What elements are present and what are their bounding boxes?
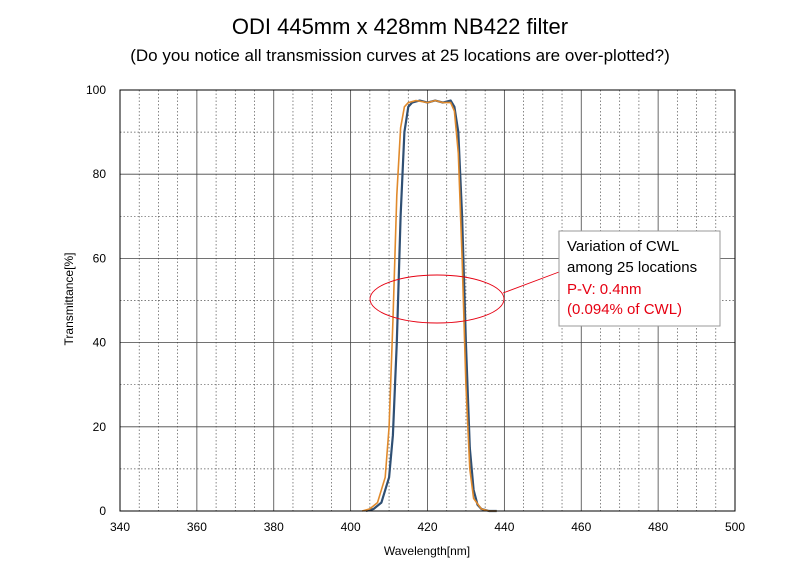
annotation-leader <box>502 271 560 294</box>
plot-frame <box>119 89 736 512</box>
x-tick-label: 400 <box>341 520 361 534</box>
annotation-line-2: among 25 locations <box>567 259 697 276</box>
annotation-line-3: P-V: 0.4nm <box>567 281 641 298</box>
y-tick-label: 20 <box>93 420 107 434</box>
series-line-2 <box>361 99 497 512</box>
y-axis-label: Transmittance[%] <box>62 253 76 346</box>
x-tick-label: 380 <box>264 520 284 534</box>
highlight-ellipse <box>369 274 505 324</box>
x-tick-label: 360 <box>187 520 207 534</box>
y-tick-labels: 0 20 40 60 80 100 <box>86 83 106 518</box>
x-tick-label: 480 <box>648 520 668 534</box>
x-axis-label: Wavelength[nm] <box>384 544 470 558</box>
series-group <box>361 99 497 513</box>
annotation-box <box>558 230 721 327</box>
x-tick-label: 500 <box>725 520 745 534</box>
x-tick-label: 460 <box>571 520 591 534</box>
y-tick-label: 40 <box>93 336 107 350</box>
x-tick-label: 420 <box>417 520 437 534</box>
series-line-1 <box>365 99 497 513</box>
y-tick-label: 60 <box>93 251 107 265</box>
chart-subtitle: (Do you notice all transmission curves a… <box>130 46 670 65</box>
x-tick-label: 440 <box>494 520 514 534</box>
y-tick-label: 100 <box>86 83 106 97</box>
grid <box>120 90 735 511</box>
y-tick-label: 0 <box>99 504 106 518</box>
annotation-line-4: (0.094% of CWL) <box>567 301 682 318</box>
annotation-line-1: Variation of CWL <box>567 238 679 255</box>
chart-title: ODI 445mm x 428mm NB422 filter <box>231 14 569 39</box>
y-tick-label: 80 <box>93 167 107 181</box>
x-tick-labels: 340 360 380 400 420 440 460 480 500 <box>110 520 745 534</box>
x-tick-label: 340 <box>110 520 130 534</box>
